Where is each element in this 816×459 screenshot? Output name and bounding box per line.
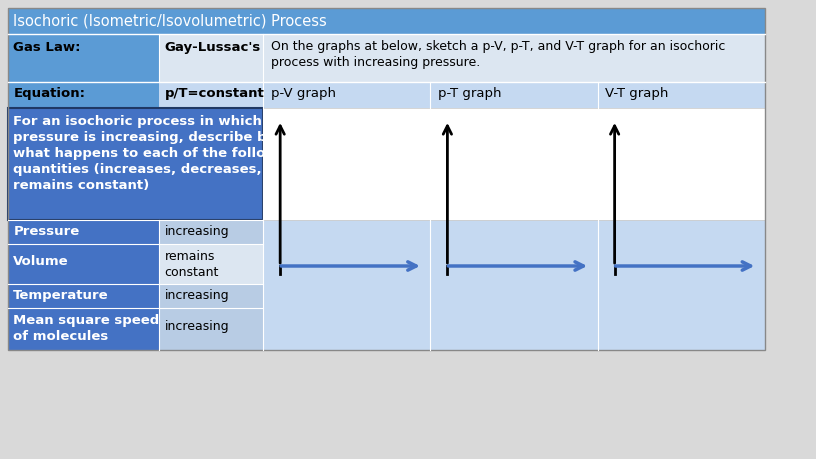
Text: increasing: increasing — [165, 289, 229, 302]
Bar — [159, 34, 263, 82]
Bar — [7, 34, 159, 82]
Bar — [597, 82, 765, 108]
Text: Isochoric (Isometric/Isovolumetric) Process: Isochoric (Isometric/Isovolumetric) Proc… — [13, 13, 327, 28]
Text: Temperature: Temperature — [13, 289, 109, 302]
Bar — [430, 108, 597, 220]
Text: Equation:: Equation: — [13, 87, 85, 100]
Text: p/T=constant: p/T=constant — [165, 87, 264, 100]
Text: V-T graph: V-T graph — [605, 87, 668, 100]
Bar — [263, 108, 430, 220]
Text: Gay-Lussac's: Gay-Lussac's — [165, 41, 261, 54]
Text: Gas Law:: Gas Law: — [13, 41, 81, 54]
Text: increasing: increasing — [165, 225, 229, 238]
Bar — [430, 82, 597, 108]
Text: increasing: increasing — [165, 320, 229, 333]
Bar — [7, 8, 765, 350]
Bar — [263, 82, 430, 108]
Text: Mean square speed
of molecules: Mean square speed of molecules — [13, 314, 159, 343]
Bar — [159, 308, 263, 350]
Bar — [7, 308, 159, 350]
Bar — [7, 82, 159, 108]
Bar — [7, 244, 159, 284]
Bar — [159, 244, 263, 284]
Text: On the graphs at below, sketch a p-V, p-T, and V-T graph for an isochoric
proces: On the graphs at below, sketch a p-V, p-… — [271, 40, 725, 69]
Text: p-V graph: p-V graph — [271, 87, 335, 100]
Bar — [263, 34, 765, 82]
Text: p-T graph: p-T graph — [438, 87, 501, 100]
Bar — [7, 8, 765, 34]
Bar — [159, 220, 263, 244]
Bar — [7, 108, 263, 220]
Text: For an isochoric process in which the
pressure is increasing, describe below
wha: For an isochoric process in which the pr… — [13, 115, 302, 192]
Text: remains
constant: remains constant — [165, 250, 219, 279]
Bar — [263, 220, 430, 350]
Bar — [7, 220, 159, 244]
Bar — [597, 220, 765, 350]
Text: Volume: Volume — [13, 255, 69, 268]
Bar — [430, 220, 597, 350]
Bar — [7, 284, 159, 308]
Bar — [597, 108, 765, 220]
Text: Pressure: Pressure — [13, 225, 79, 238]
Bar — [159, 82, 263, 108]
Bar — [159, 284, 263, 308]
